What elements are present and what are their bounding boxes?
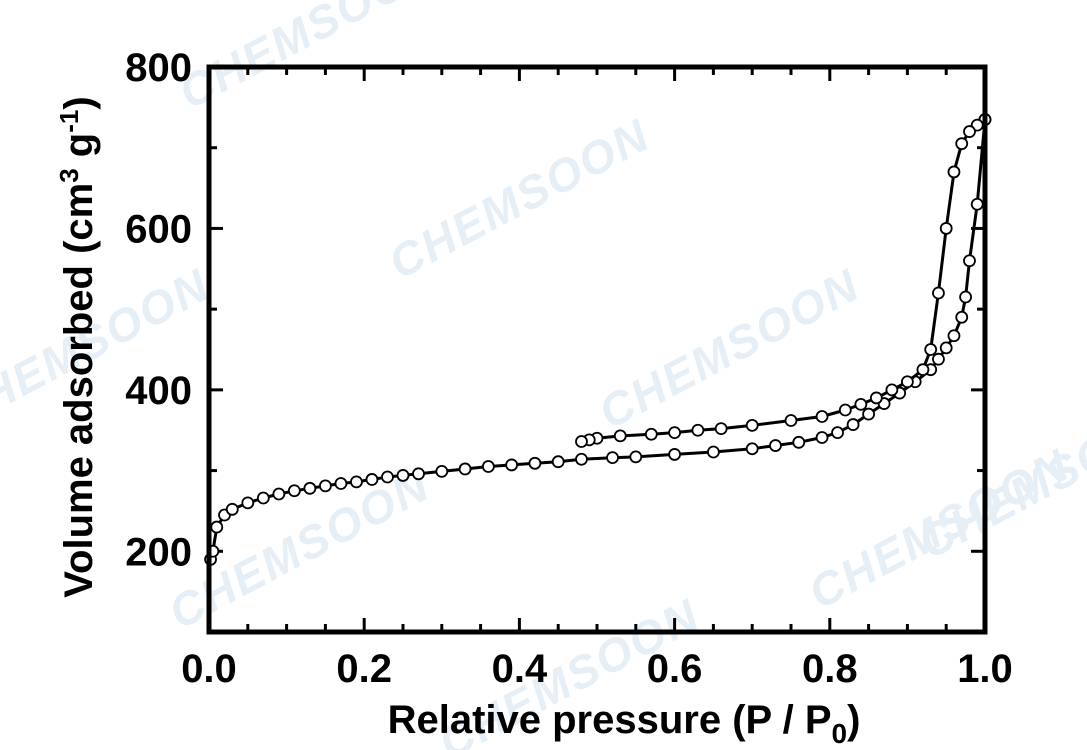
data-point-adsorption bbox=[272, 487, 286, 501]
data-point-adsorption bbox=[862, 407, 875, 421]
data-point-adsorption bbox=[396, 469, 410, 482]
data-point-adsorption bbox=[792, 435, 806, 449]
y-axis-title-superscript-minus1: -1 bbox=[54, 110, 84, 133]
x-tick-labels: 0.0 0.2 0.4 0.6 0.8 1.0 bbox=[181, 647, 1013, 691]
data-point-desorption bbox=[668, 426, 681, 440]
x-tick-label: 0.4 bbox=[492, 647, 548, 691]
data-point-desorption bbox=[613, 429, 627, 443]
data-point-adsorption bbox=[668, 448, 681, 461]
x-tick-label: 1.0 bbox=[957, 647, 1013, 691]
series-desorption bbox=[575, 113, 992, 448]
data-point-adsorption bbox=[769, 439, 782, 452]
data-point-adsorption bbox=[435, 464, 449, 478]
data-point-adsorption bbox=[939, 341, 953, 355]
x-tick-label: 0.0 bbox=[181, 647, 237, 691]
watermark-text: CHEMSOON bbox=[590, 258, 868, 439]
data-point-desorption bbox=[745, 418, 759, 432]
data-point-adsorption bbox=[458, 462, 472, 476]
data-point-adsorption bbox=[959, 290, 972, 304]
data-point-adsorption bbox=[963, 254, 976, 268]
data-point-adsorption bbox=[932, 352, 945, 366]
x-tick-label: 0.8 bbox=[802, 647, 858, 691]
data-point-adsorption bbox=[606, 451, 619, 465]
data-point-adsorption bbox=[318, 479, 332, 493]
data-point-adsorption bbox=[334, 477, 348, 490]
data-point-adsorption bbox=[350, 475, 363, 489]
data-point-adsorption bbox=[365, 473, 379, 486]
watermark-text: CHEMSOON bbox=[170, 0, 448, 119]
data-point-adsorption bbox=[381, 470, 394, 484]
watermark-text: CHEMSOON bbox=[380, 108, 658, 289]
data-point-adsorption bbox=[225, 502, 239, 516]
data-point-adsorption bbox=[256, 491, 270, 505]
data-point-desorption bbox=[644, 427, 658, 441]
data-point-adsorption bbox=[241, 496, 255, 510]
data-point-desorption bbox=[901, 375, 914, 389]
y-axis-title: Volume adsorbed (cm3 g-1) bbox=[54, 96, 101, 597]
data-point-adsorption bbox=[955, 310, 969, 324]
data-point-desorption bbox=[916, 363, 930, 377]
watermark-text: CHEMSOON bbox=[160, 458, 438, 639]
x-axis-title-subscript: 0 bbox=[832, 718, 848, 749]
data-point-desorption bbox=[939, 222, 953, 235]
data-point-desorption bbox=[575, 435, 588, 448]
data-point-adsorption bbox=[210, 520, 224, 534]
data-point-adsorption bbox=[947, 329, 961, 343]
data-point-desorption bbox=[691, 423, 705, 437]
y-tick-label: 600 bbox=[125, 207, 192, 251]
series-layer bbox=[204, 113, 992, 566]
data-point-adsorption bbox=[831, 426, 844, 440]
data-point-adsorption bbox=[481, 460, 495, 473]
data-point-adsorption bbox=[551, 455, 565, 469]
data-point-adsorption bbox=[707, 445, 720, 459]
data-point-desorption bbox=[815, 410, 829, 423]
x-tick-label: 0.6 bbox=[647, 647, 703, 691]
data-point-adsorption bbox=[303, 481, 317, 495]
plot-frame bbox=[206, 64, 988, 635]
x-tick-label: 0.2 bbox=[336, 647, 392, 691]
data-point-desorption bbox=[963, 125, 976, 138]
data-point-desorption bbox=[838, 403, 852, 417]
data-point-adsorption bbox=[629, 450, 643, 464]
y-tick-label: 400 bbox=[125, 369, 192, 413]
data-point-desorption bbox=[947, 165, 961, 179]
data-point-adsorption bbox=[575, 452, 588, 466]
data-point-desorption bbox=[932, 286, 945, 300]
data-point-desorption bbox=[924, 343, 938, 356]
data-point-desorption bbox=[885, 383, 899, 397]
watermark-text: CHEMSOON bbox=[910, 388, 1087, 569]
x-axis-title: Relative pressure (P / P0) bbox=[388, 698, 861, 749]
data-point-adsorption bbox=[970, 197, 984, 211]
y-tick-label: 800 bbox=[125, 46, 192, 90]
data-point-adsorption bbox=[412, 467, 425, 481]
data-point-desorption bbox=[955, 137, 969, 151]
data-point-adsorption bbox=[745, 442, 759, 456]
data-point-adsorption bbox=[287, 484, 301, 498]
data-point-desorption bbox=[854, 397, 868, 411]
y-axis-title-superscript-3: 3 bbox=[54, 168, 84, 182]
data-point-desorption bbox=[714, 422, 728, 436]
data-point-adsorption bbox=[505, 458, 519, 472]
data-point-adsorption bbox=[846, 418, 860, 431]
data-point-adsorption bbox=[528, 456, 542, 470]
data-point-desorption bbox=[869, 391, 883, 405]
data-point-adsorption bbox=[815, 431, 829, 444]
y-tick-label: 200 bbox=[125, 530, 192, 574]
y-tick-labels: 200 400 600 800 bbox=[125, 46, 192, 574]
data-point-desorption bbox=[784, 414, 798, 427]
